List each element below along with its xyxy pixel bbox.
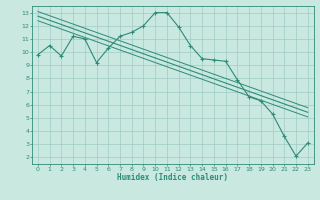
X-axis label: Humidex (Indice chaleur): Humidex (Indice chaleur) [117, 173, 228, 182]
